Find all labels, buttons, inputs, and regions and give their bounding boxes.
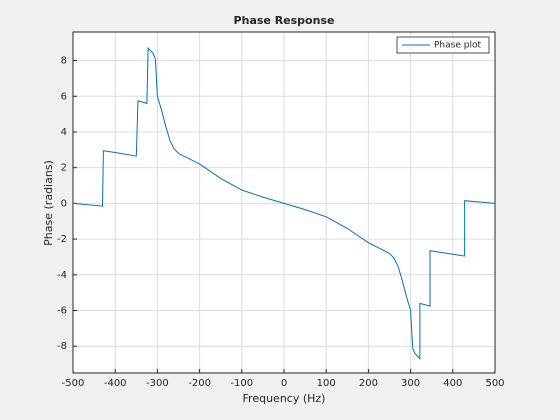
x-tick-label: -500 (62, 378, 85, 389)
x-tick-label: -400 (104, 378, 127, 389)
y-tick-label: 8 (61, 56, 67, 67)
x-tick-label: -100 (230, 378, 253, 389)
axes-box (72, 31, 496, 374)
y-tick-label: -8 (57, 341, 67, 352)
y-tick-label: -2 (57, 234, 67, 245)
legend: Phase plot (396, 36, 490, 54)
x-tick-label: -200 (188, 378, 211, 389)
chart-title: Phase Response (234, 14, 335, 27)
y-tick-label: -6 (57, 306, 67, 317)
y-tick-label: 0 (61, 198, 67, 209)
y-tick-label: 6 (61, 91, 67, 102)
data-line (72, 46, 496, 360)
x-tick-label: 300 (401, 378, 420, 389)
y-tick-label: -4 (57, 270, 67, 281)
x-tick-label: 0 (281, 378, 287, 389)
x-tick-label: -300 (146, 378, 169, 389)
x-axis-label: Frequency (Hz) (243, 392, 326, 405)
x-tick-label: 100 (317, 378, 336, 389)
y-tick-label: 2 (61, 163, 67, 174)
y-axis-label: Phase (radians) (42, 160, 55, 246)
legend-box (396, 36, 490, 54)
legend-label: Phase plot (434, 41, 481, 51)
x-tick-label: 500 (485, 378, 504, 389)
x-tick-label: 400 (443, 378, 462, 389)
y-tick-label: 4 (61, 127, 67, 138)
x-tick-label: 200 (359, 378, 378, 389)
